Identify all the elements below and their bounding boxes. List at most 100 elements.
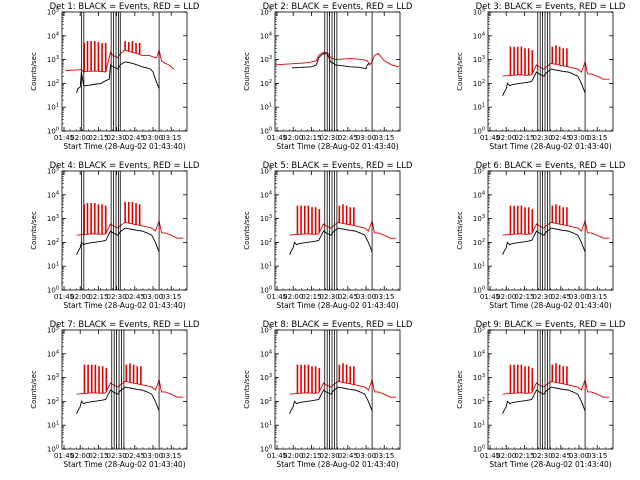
y-tick-exponent: 3 — [269, 214, 272, 220]
x-tick-label: 02:45 — [125, 134, 145, 142]
x-tick-label: 02:00 — [496, 134, 516, 142]
y-tick-label: 103 — [473, 214, 485, 223]
x-tick-label: 02:00 — [283, 452, 303, 460]
x-tick-label: 02:30 — [107, 452, 127, 460]
lld-series-line — [502, 219, 610, 239]
y-tick-label: 101 — [47, 421, 59, 430]
lld-series-line — [289, 219, 397, 239]
y-tick-label: 104 — [47, 31, 59, 40]
panel-title: Det 5: BLACK = Events, RED = LLD — [263, 161, 413, 171]
x-tick-label: 01:45 — [267, 452, 287, 460]
y-tick-label: 101 — [473, 262, 485, 271]
y-tick-label: 102 — [47, 238, 59, 247]
events-series-line — [502, 386, 586, 414]
y-tick-label: 104 — [473, 349, 485, 358]
y-tick-exponent: 5 — [482, 8, 485, 14]
y-axis-label: Counts/sec — [456, 211, 464, 250]
y-tick-label: 102 — [473, 238, 485, 247]
y-tick-exponent: 1 — [482, 421, 485, 427]
y-tick-label: 105 — [47, 167, 59, 176]
panel-title: Det 8: BLACK = Events, RED = LLD — [263, 320, 413, 330]
plot-frame — [274, 11, 401, 132]
x-axis-label: Start Time (28-Aug-02 01:43:40) — [276, 460, 398, 469]
plot-frame — [274, 170, 401, 291]
x-tick-label: 02:00 — [496, 452, 516, 460]
plot-frame — [274, 329, 401, 450]
x-tick-label: 02:45 — [551, 134, 571, 142]
x-tick-label: 01:45 — [54, 452, 74, 460]
x-axis-label: Start Time (28-Aug-02 01:43:40) — [489, 460, 611, 469]
y-tick-label: 102 — [47, 397, 59, 406]
y-tick-label: 103 — [47, 373, 59, 382]
y-axis-label: Counts/sec — [30, 52, 38, 91]
y-tick-exponent: 2 — [269, 79, 272, 85]
x-tick-label: 03:00 — [143, 293, 163, 301]
y-tick-exponent: 4 — [269, 349, 272, 355]
y-tick-label: 101 — [47, 262, 59, 271]
plot-data-area — [502, 171, 610, 290]
y-tick-label: 105 — [260, 326, 272, 335]
y-tick-label: 100 — [47, 286, 59, 295]
x-tick-label: 02:00 — [70, 134, 90, 142]
x-tick-label: 02:15 — [88, 452, 108, 460]
plot-frame — [61, 11, 188, 132]
x-tick-label: 02:00 — [496, 293, 516, 301]
y-tick-exponent: 3 — [269, 373, 272, 379]
detector-panel: Det 2: BLACK = Events, RED = LLD10010110… — [243, 2, 413, 151]
plot-data-area — [76, 330, 184, 449]
y-tick-label: 104 — [260, 190, 272, 199]
x-tick-label: 03:00 — [356, 134, 376, 142]
x-tick-label: 03:15 — [374, 452, 394, 460]
y-tick-label: 100 — [47, 127, 59, 136]
y-tick-exponent: 0 — [56, 286, 59, 292]
x-tick-label: 03:00 — [143, 452, 163, 460]
plot-frame — [61, 170, 188, 291]
x-tick-label: 02:45 — [338, 134, 358, 142]
y-tick-exponent: 1 — [482, 262, 485, 268]
x-tick-label: 02:30 — [320, 134, 340, 142]
y-axis-label: Counts/sec — [243, 211, 251, 250]
detector-panel: Det 9: BLACK = Events, RED = LLD10010110… — [456, 320, 626, 469]
x-tick-label: 03:15 — [161, 293, 181, 301]
y-tick-exponent: 5 — [269, 8, 272, 14]
y-tick-label: 103 — [260, 214, 272, 223]
lld-series-line — [502, 60, 610, 80]
plot-data-area — [289, 330, 397, 449]
x-tick-label: 02:15 — [88, 293, 108, 301]
y-tick-label: 104 — [473, 31, 485, 40]
events-series-line — [502, 227, 586, 255]
x-tick-label: 01:45 — [480, 134, 500, 142]
x-tick-label: 02:45 — [338, 293, 358, 301]
y-tick-label: 103 — [473, 55, 485, 64]
y-tick-exponent: 0 — [56, 445, 59, 451]
y-tick-exponent: 4 — [56, 349, 59, 355]
panel-title: Det 1: BLACK = Events, RED = LLD — [50, 2, 200, 12]
y-tick-label: 104 — [47, 349, 59, 358]
x-tick-label: 02:15 — [301, 452, 321, 460]
y-tick-label: 105 — [473, 167, 485, 176]
x-tick-label: 02:00 — [283, 134, 303, 142]
y-tick-exponent: 2 — [56, 238, 59, 244]
y-tick-exponent: 4 — [56, 31, 59, 37]
events-series-line — [289, 227, 373, 255]
y-tick-label: 101 — [260, 421, 272, 430]
y-tick-exponent: 4 — [482, 190, 485, 196]
y-tick-exponent: 2 — [482, 79, 485, 85]
y-axis-label: Counts/sec — [30, 370, 38, 409]
panel-title: Det 7: BLACK = Events, RED = LLD — [50, 320, 200, 330]
y-tick-exponent: 1 — [269, 421, 272, 427]
y-axis-label: Counts/sec — [456, 52, 464, 91]
x-tick-label: 02:30 — [533, 293, 553, 301]
y-tick-label: 103 — [47, 214, 59, 223]
y-tick-exponent: 1 — [56, 103, 59, 109]
x-tick-label: 02:45 — [551, 293, 571, 301]
y-tick-label: 104 — [260, 349, 272, 358]
y-tick-label: 105 — [473, 8, 485, 17]
lld-series-line — [289, 378, 397, 398]
x-tick-label: 03:15 — [587, 452, 607, 460]
y-tick-exponent: 1 — [269, 103, 272, 109]
y-tick-exponent: 0 — [482, 127, 485, 133]
y-axis-label: Counts/sec — [243, 52, 251, 91]
y-tick-label: 104 — [47, 190, 59, 199]
x-axis-label: Start Time (28-Aug-02 01:43:40) — [63, 301, 185, 310]
